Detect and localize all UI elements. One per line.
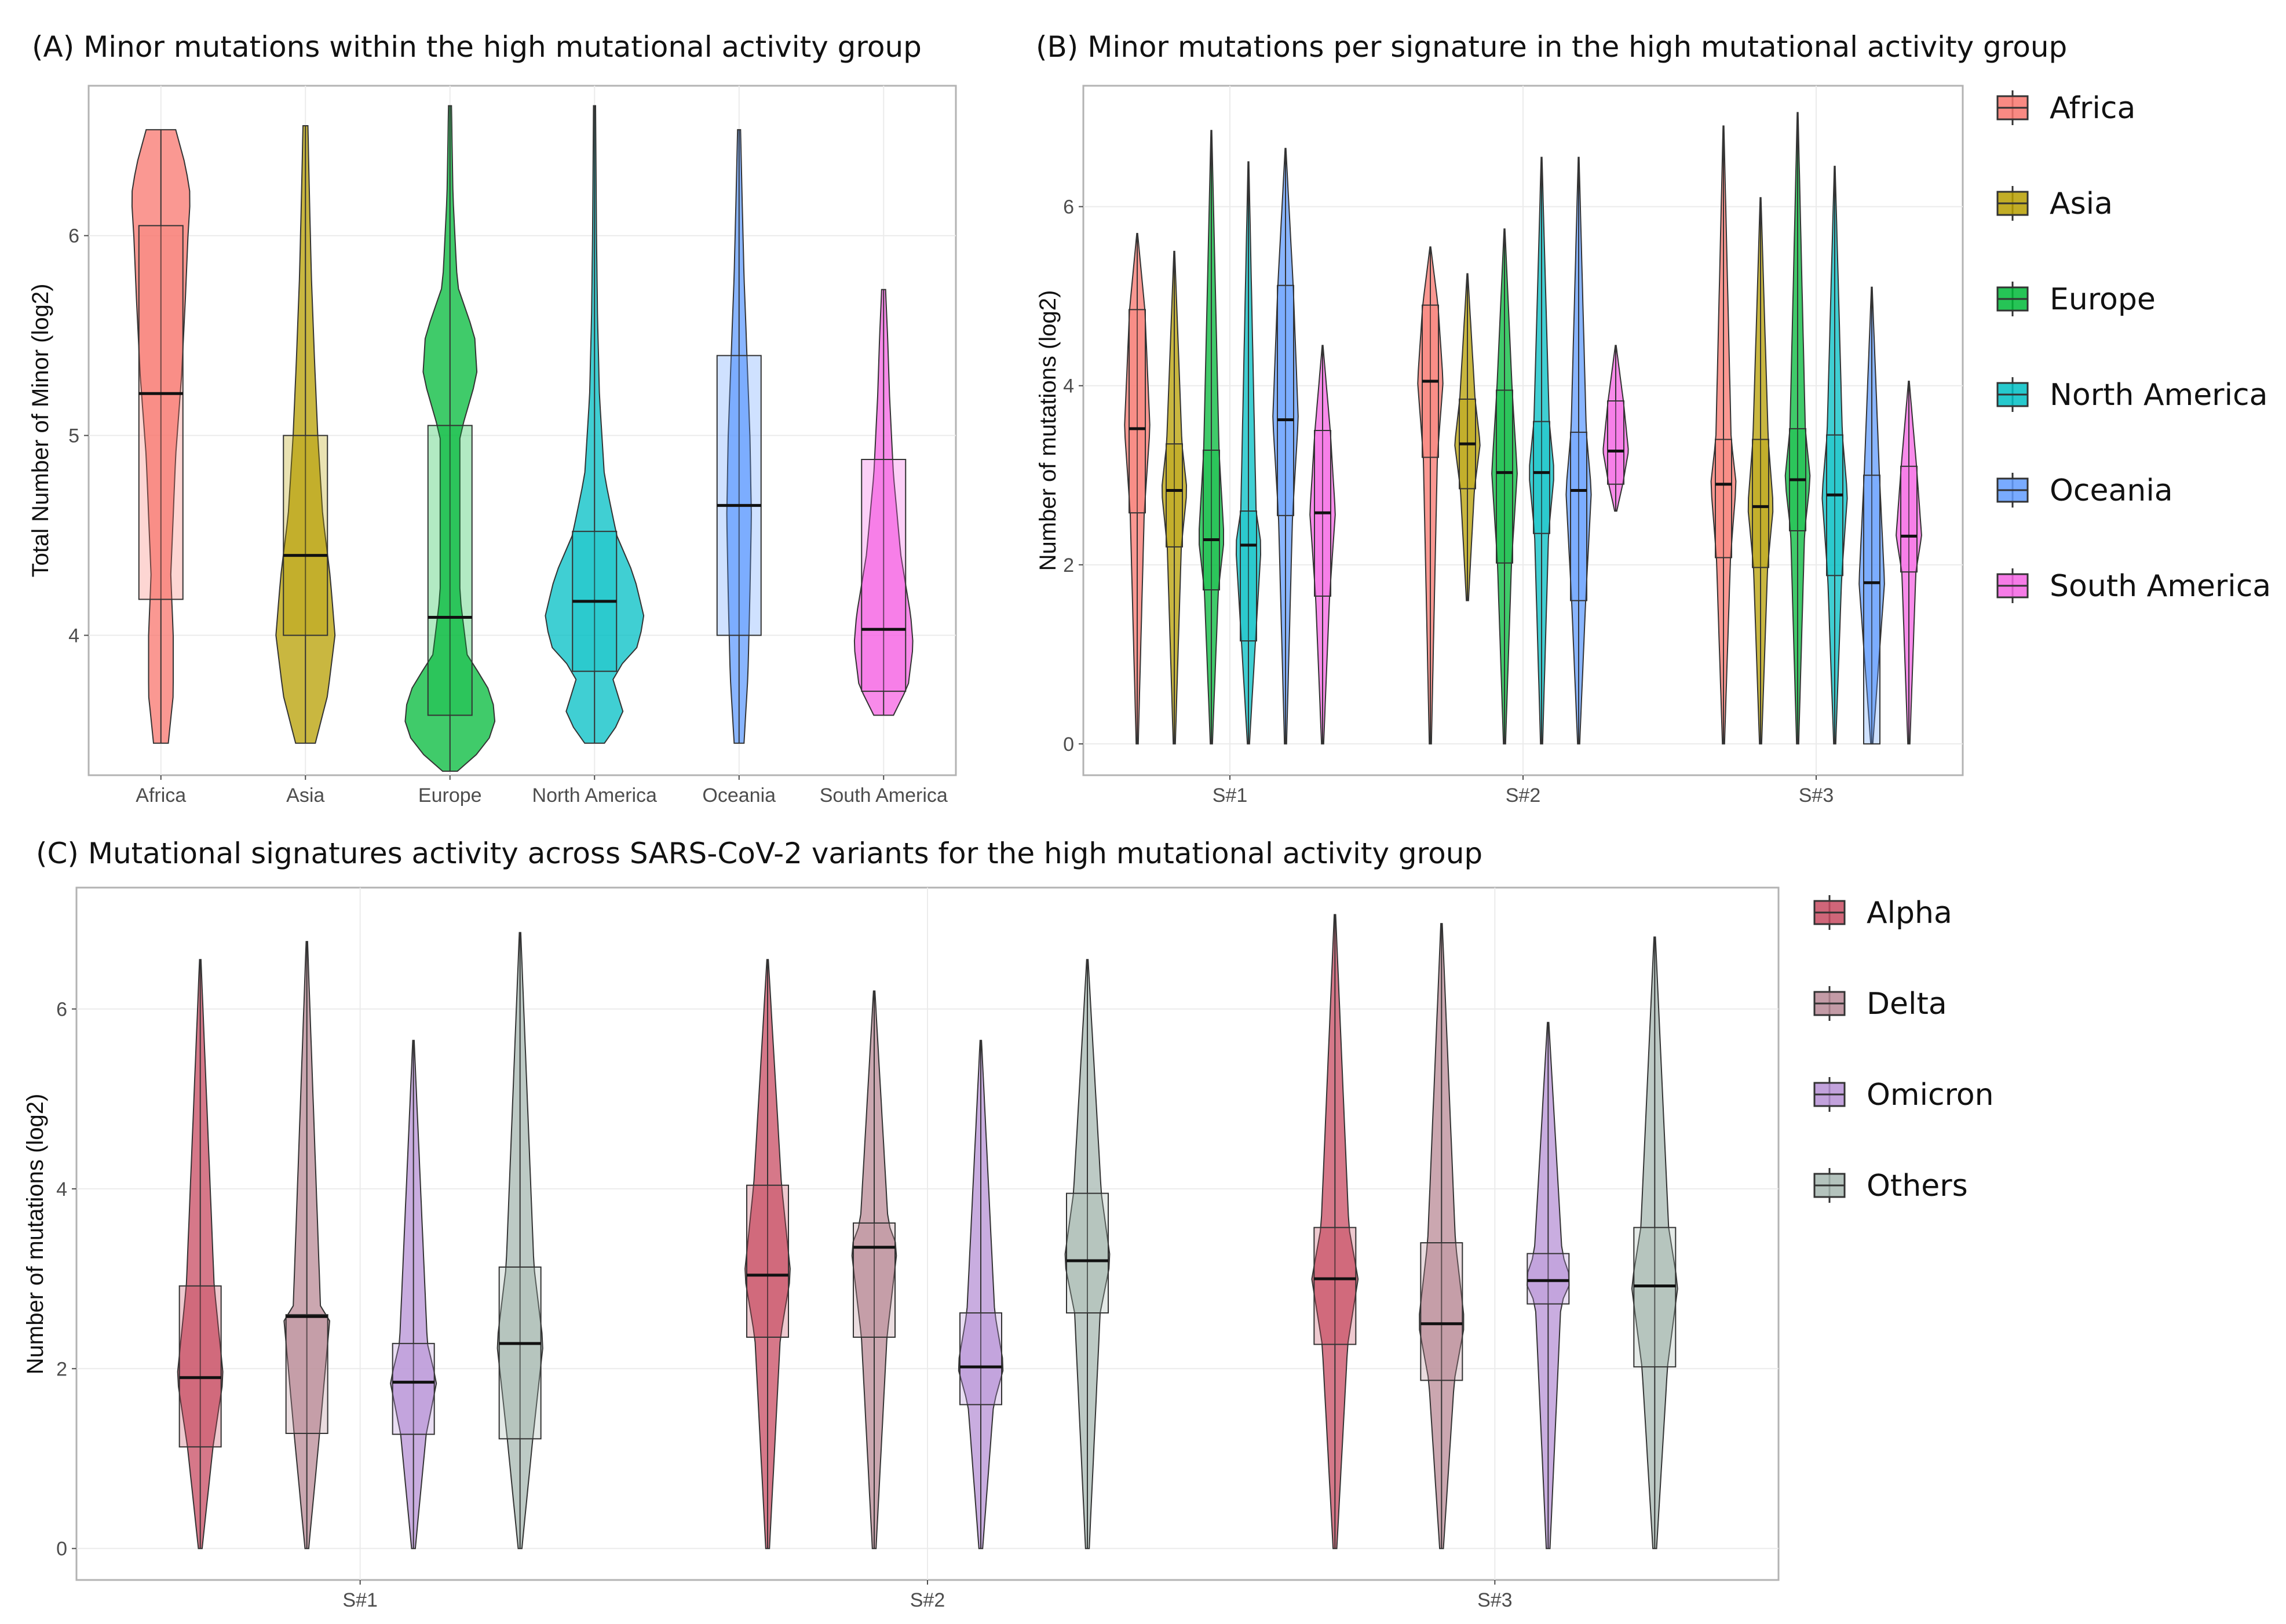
panel-b-asia-S1-box — [1166, 443, 1183, 548]
panel-c-ticks: 0 2 4 6 S#1 S#2 S#3 — [56, 999, 1513, 1611]
panel-b-north-america-S2-box — [1533, 421, 1550, 534]
panel-c-grid — [76, 888, 1779, 1580]
panel-c-title: (C) Mutational signatures activity acros… — [36, 837, 1482, 870]
panel-c-others-S3-box — [1633, 1227, 1677, 1368]
legend-label: Others — [1867, 1169, 1968, 1203]
panel-b-europe-S1-box — [1203, 450, 1220, 591]
legend-label: Oceania — [2050, 473, 2173, 508]
panel-0-y-tick-label: 5 — [68, 425, 79, 447]
panel-b-title: (B) Minor mutations per signature in the… — [1036, 30, 2067, 64]
panel-c-marks — [177, 914, 1678, 1549]
panel-1-x-tick-label: S#1 — [1213, 784, 1248, 806]
panel-b-marks — [1124, 112, 1922, 745]
panel-b-oceania-S2-box — [1570, 432, 1587, 601]
legend-label: Alpha — [1867, 896, 1952, 930]
legend-label: South America — [2050, 569, 2271, 604]
panel-0-x-tick-label: Oceania — [702, 784, 776, 806]
panel-a-asia-box — [283, 435, 328, 636]
panel-a: (A) Minor mutations within the high muta… — [28, 30, 957, 806]
panel-2-x-tick-label: S#2 — [910, 1589, 945, 1611]
panel-a-y-axis-title: Total Number of Minor (log2) — [28, 284, 53, 578]
panel-c: (C) Mutational signatures activity acros… — [23, 837, 1994, 1611]
panel-b-y-axis-title: Number of mutations (log2) — [1035, 290, 1061, 571]
panel-0-x-tick-label: Africa — [136, 784, 186, 806]
panel-a-oceania-box — [716, 355, 762, 636]
legend-label: Omicron — [1867, 1078, 1994, 1112]
panel-b-europe-S2-box — [1496, 389, 1513, 564]
panel-1-y-tick-label: 4 — [1063, 375, 1074, 397]
panel-0-x-tick-label: South America — [820, 784, 948, 806]
panel-1-y-tick-label: 2 — [1063, 554, 1074, 576]
panel-2-y-tick-label: 6 — [56, 999, 67, 1021]
panel-2-y-tick-label: 0 — [56, 1538, 67, 1560]
panel-c-omicron-S1-box — [392, 1342, 435, 1435]
panel-2-y-tick-label: 4 — [56, 1178, 67, 1200]
panel-c-others-S2-box — [1066, 1192, 1109, 1314]
legend-label: Europe — [2050, 282, 2156, 317]
panel-a-marks — [131, 105, 914, 772]
panel-b-africa-S3-box — [1715, 439, 1732, 559]
panel-2-x-tick-label: S#1 — [342, 1589, 378, 1611]
panel-c-delta-S3-box — [1420, 1242, 1463, 1381]
legend-label: North America — [2050, 378, 2267, 413]
panel-b-oceania-S1-box — [1277, 284, 1294, 516]
panel-c-delta-S1-box — [285, 1314, 328, 1435]
panel-0-y-tick-label: 6 — [68, 225, 79, 247]
panel-c-legend: Alpha Delta Omicron Others — [1813, 895, 1994, 1203]
panel-b-oceania-S3-box — [1863, 475, 1880, 745]
panel-b-ticks: 0 2 4 6 S#1 S#2 S#3 — [1063, 196, 1834, 806]
panel-b-asia-S3-box — [1752, 439, 1769, 568]
panel-1-x-tick-label: S#3 — [1799, 784, 1834, 806]
panel-0-x-tick-label: North America — [532, 784, 657, 806]
panel-b-north-america-S1-box — [1240, 510, 1257, 642]
panel-b-africa-S1-box — [1129, 309, 1146, 514]
panel-b-north-america-S3-box — [1826, 434, 1843, 576]
panel-a-ticks: 4 5 6 Africa Asia Europe North America Oceania S… — [68, 225, 948, 806]
panel-b-south-america-S3-box — [1900, 465, 1918, 573]
panel-b-grid — [1083, 86, 1963, 775]
panel-a-title: (A) Minor mutations within the high muta… — [32, 30, 922, 64]
panel-c-delta-S2-box — [853, 1222, 896, 1338]
panel-2-x-tick-label: S#3 — [1477, 1589, 1513, 1611]
panel-0-x-tick-label: Europe — [418, 784, 482, 806]
panel-1-x-tick-label: S#2 — [1506, 784, 1541, 806]
panel-a-africa-box — [138, 225, 184, 600]
panel-a-plot-area — [87, 85, 957, 776]
panel-b-south-america-S2-box — [1607, 400, 1624, 485]
panel-c-omicron-S2-box — [959, 1312, 1002, 1406]
panel-c-alpha-S2-box — [746, 1184, 789, 1338]
panel-c-y-axis-title: Number of mutations (log2) — [23, 1094, 48, 1375]
legend-label: Delta — [1867, 987, 1947, 1021]
panel-0-x-tick-label: Asia — [286, 784, 324, 806]
panel-a-europe-box — [427, 425, 473, 716]
legend-label: Africa — [2050, 91, 2135, 126]
panel-c-alpha-S3-box — [1313, 1227, 1357, 1345]
legend-label: Asia — [2050, 187, 2113, 221]
panel-c-others-S1-box — [498, 1266, 542, 1440]
panel-c-alpha-S1-box — [178, 1285, 222, 1448]
panel-a-south-america-box — [861, 459, 907, 692]
panel-b: (B) Minor mutations per signature in the… — [1035, 30, 2271, 806]
panel-1-y-tick-label: 0 — [1063, 733, 1074, 756]
panel-2-y-tick-label: 2 — [56, 1358, 67, 1380]
panel-c-omicron-S3-box — [1527, 1253, 1570, 1305]
panel-1-y-tick-label: 6 — [1063, 196, 1074, 218]
panel-0-y-tick-label: 4 — [68, 625, 79, 647]
panel-b-legend: Africa Asia Europe North America Oceania Sout… — [1996, 90, 2271, 604]
